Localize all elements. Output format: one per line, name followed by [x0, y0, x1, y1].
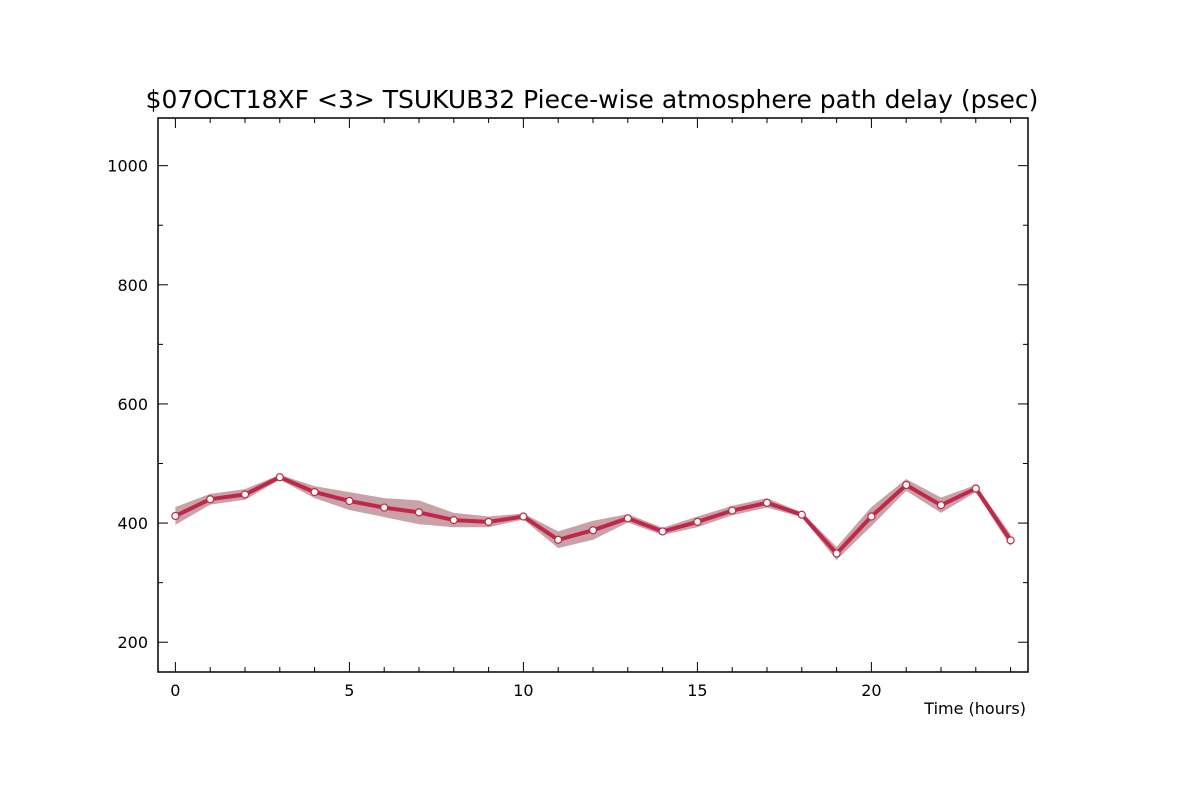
data-point — [902, 480, 911, 490]
y-tick-label: 400 — [117, 514, 148, 533]
data-point — [484, 517, 493, 526]
data-point — [832, 549, 841, 558]
data-point — [310, 487, 319, 497]
data-point — [345, 496, 354, 506]
data-point — [275, 473, 284, 482]
data-point — [867, 512, 876, 521]
x-tick-label: 20 — [861, 681, 881, 700]
data-point — [206, 495, 215, 504]
data-point — [658, 527, 667, 536]
data-point — [797, 510, 806, 519]
data-point — [240, 490, 250, 499]
data-point — [693, 517, 702, 526]
plot-frame — [157, 117, 1029, 673]
x-tick-label: 5 — [344, 681, 354, 700]
x-tick-label: 15 — [687, 681, 707, 700]
y-tick-label: 600 — [117, 395, 148, 414]
data-point — [1006, 536, 1015, 545]
x-tick-label: 0 — [170, 681, 180, 700]
data-point — [762, 498, 772, 507]
data-point — [971, 484, 980, 493]
data-point — [519, 512, 528, 521]
data-point — [380, 503, 389, 512]
data-point — [414, 508, 424, 517]
data-point — [623, 514, 632, 523]
data-point — [936, 501, 946, 510]
y-tick-label: 800 — [117, 276, 148, 295]
x-axis: 0 5 10 15 20 — [170, 118, 1012, 700]
data-point — [588, 526, 598, 535]
data-point — [449, 515, 458, 525]
y-axis: 200 400 600 800 1000 — [107, 157, 1028, 652]
y-tick-label: 1000 — [107, 157, 148, 176]
data-point — [171, 511, 180, 521]
plot-area — [171, 473, 1015, 560]
x-axis-label: Time (hours) — [923, 699, 1026, 718]
chart-title: $07OCT18XF <3> TSUKUB32 Piece-wise atmos… — [146, 85, 1039, 114]
x-tick-label: 10 — [513, 681, 533, 700]
data-point — [728, 506, 737, 515]
y-tick-label: 200 — [117, 633, 148, 652]
data-point — [554, 535, 563, 544]
